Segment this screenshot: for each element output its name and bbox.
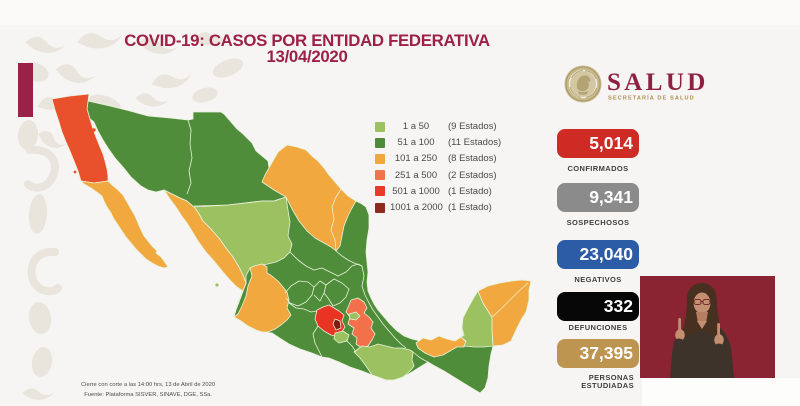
svg-text:SALUD: SALUD (607, 69, 709, 96)
svg-text:SECRETARÍA DE SALUD: SECRETARÍA DE SALUD (608, 94, 695, 102)
